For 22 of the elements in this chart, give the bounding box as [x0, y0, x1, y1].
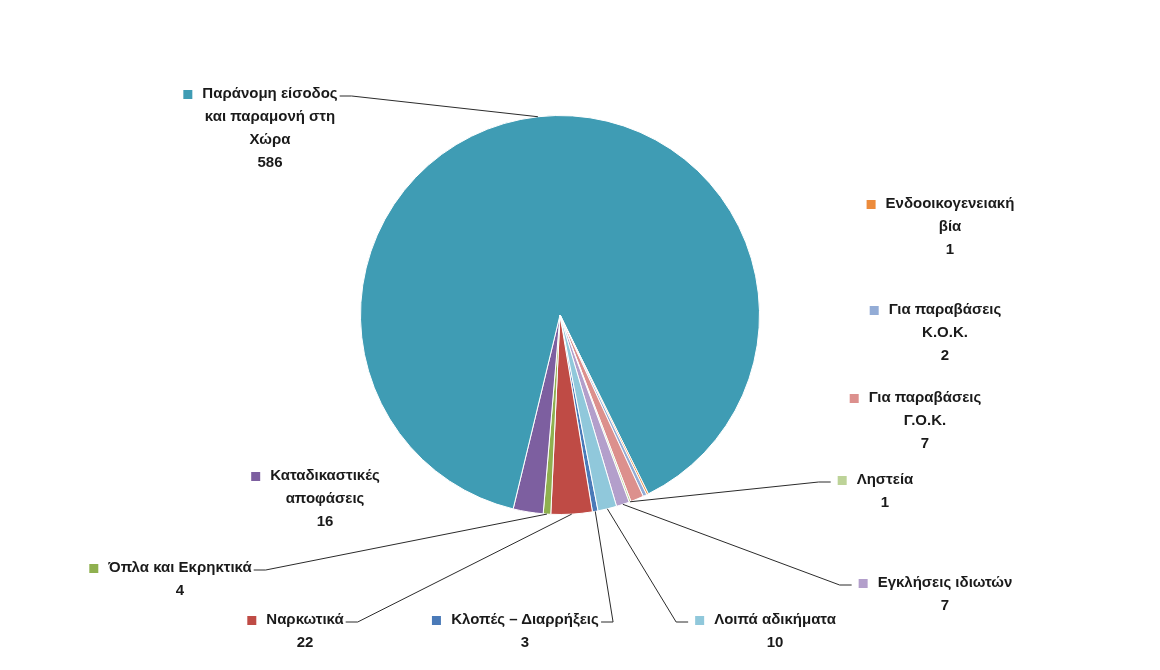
legend-label: Εγκλήσεις ιδιωτών: [877, 572, 1013, 590]
legend-label: Ληστεία: [856, 469, 915, 487]
data-label: 4: [175, 580, 185, 598]
data-label: 22: [296, 632, 314, 650]
data-label: 1: [880, 492, 890, 510]
data-label: 3: [520, 632, 530, 650]
legend-label: Ναρκωτικά: [266, 609, 345, 627]
legend-label: Για παραβάσεις Κ.Ο.Κ.: [888, 299, 1002, 340]
legend-label: Καταδικαστικές αποφάσεις: [270, 465, 380, 506]
legend-label: Ενδοοικογενειακή βία: [885, 193, 1015, 234]
data-label: 586: [257, 152, 283, 170]
legend-label: Παράνομη είσοδος και παραμονή στη Χώρα: [202, 83, 338, 147]
legend-label: Λοιπά αδικήματα: [714, 609, 837, 627]
data-label: 1: [945, 239, 955, 257]
data-label: 10: [766, 632, 784, 650]
data-label: 7: [920, 433, 930, 451]
data-label: 2: [940, 345, 950, 363]
legend-label: Όπλα και Εκρηκτικά: [107, 557, 253, 575]
data-label: 16: [316, 511, 334, 529]
legend-label: Για παραβάσεις Γ.Ο.Κ.: [868, 387, 982, 428]
data-label: 7: [940, 595, 950, 613]
legend-label: Κλοπές – Διαρρήξεις: [451, 609, 599, 627]
